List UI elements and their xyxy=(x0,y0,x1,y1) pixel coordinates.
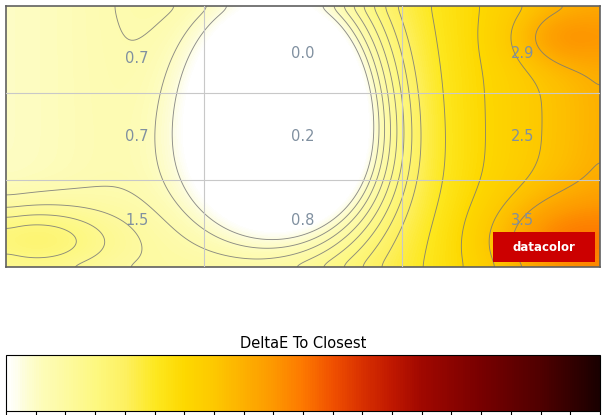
Text: 0.2: 0.2 xyxy=(291,129,315,144)
Text: 0.7: 0.7 xyxy=(125,129,148,144)
Text: 1.5: 1.5 xyxy=(125,213,148,228)
Text: datacolor: datacolor xyxy=(513,241,576,254)
Text: 3.5: 3.5 xyxy=(511,213,534,228)
Text: 0.0: 0.0 xyxy=(291,46,315,61)
Text: 2.9: 2.9 xyxy=(511,46,534,61)
Title: DeltaE To Closest: DeltaE To Closest xyxy=(240,336,366,351)
Text: 0.8: 0.8 xyxy=(291,213,315,228)
Bar xyxy=(493,232,595,262)
Text: 2.5: 2.5 xyxy=(511,129,534,144)
Text: 0.7: 0.7 xyxy=(125,51,148,66)
